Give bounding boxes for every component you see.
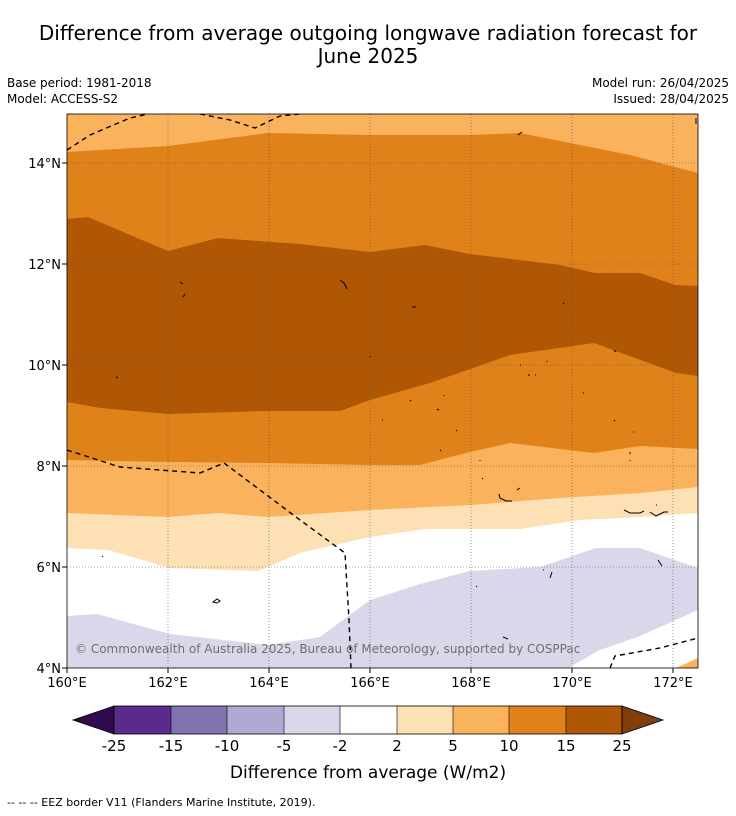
island <box>613 419 616 422</box>
map-area: © Commonwealth of Australia 2025, Bureau… <box>67 114 698 668</box>
x-tick-label: 168°E <box>451 676 491 691</box>
chart-title-line1: Difference from average outgoing longwav… <box>38 21 698 45</box>
colorbar-frame <box>113 705 623 735</box>
issued-text: Issued: 28/04/2025 <box>613 92 729 106</box>
y-tick-label: 6°N <box>37 561 62 576</box>
island <box>657 559 663 567</box>
x-axis: 160°E 162°E 164°E 166°E 168°E 170°E 172°… <box>47 668 693 691</box>
island <box>475 585 478 588</box>
model-text: Model: ACCESS-S2 <box>7 92 119 106</box>
colorbar-tick-label: -5 <box>277 737 292 755</box>
colorbar-tick-label: 2 <box>392 737 402 755</box>
island <box>439 449 442 452</box>
meta-left: Base period: 1981-2018 Model: ACCESS-S2 <box>7 75 152 107</box>
island <box>179 281 184 285</box>
colorbar-segment <box>397 706 453 734</box>
island <box>562 302 565 305</box>
x-tick-label: 160°E <box>47 676 87 691</box>
islands <box>101 118 697 640</box>
model-run-text: Model run: 26/04/2025 <box>591 76 729 90</box>
map-frame <box>66 113 699 669</box>
colorbar-tick-label: -2 <box>333 737 348 755</box>
y-tick-label: 10°N <box>28 359 61 374</box>
chart-title-line2: June 2025 <box>317 44 419 68</box>
colorbar-tick-label: 5 <box>448 737 458 755</box>
island <box>517 131 523 136</box>
colorbar-tick-label: 15 <box>556 737 575 755</box>
eez-border-north <box>67 114 149 151</box>
eez-border-north-2 <box>199 114 301 129</box>
island <box>211 598 221 604</box>
island <box>455 429 458 432</box>
colorbar-segment <box>284 706 340 734</box>
island <box>182 293 186 298</box>
x-tick-label: 172°E <box>653 676 693 691</box>
copyright-text: © Commonwealth of Australia 2025, Bureau… <box>75 642 580 656</box>
colorbar-extend-low <box>71 705 115 735</box>
x-tick-label: 162°E <box>148 676 188 691</box>
island <box>101 555 104 558</box>
colorbar-dividers <box>170 706 567 734</box>
island <box>436 408 440 411</box>
y-tick-label: 8°N <box>37 460 62 475</box>
grid-lines <box>67 114 698 668</box>
contour-band-2-5-corner <box>676 658 698 668</box>
y-axis: 4°N 6°N 8°N 10°N 12°N 14°N <box>28 157 67 677</box>
island <box>409 399 412 402</box>
colorbar-tick-label: 10 <box>499 737 518 755</box>
colorbar-segment <box>509 706 566 734</box>
colorbar-segment <box>340 706 397 734</box>
colorbar-segment <box>227 706 284 734</box>
y-tick-label: 14°N <box>28 157 61 172</box>
contour-band-neg5-neg2 <box>67 548 698 668</box>
island <box>613 349 617 353</box>
colorbar-tick-labels: -25 -15 -10 -5 -2 2 5 10 15 25 <box>102 737 632 755</box>
base-period-text: Base period: 1981-2018 <box>7 76 152 90</box>
island <box>516 487 521 491</box>
colorbar-segment <box>453 706 509 734</box>
x-tick-label: 164°E <box>249 676 289 691</box>
colorbar-extend-high <box>621 705 665 735</box>
eez-borders <box>67 114 698 668</box>
meta-right: Model run: 26/04/2025 Issued: 28/04/2025 <box>592 75 729 107</box>
colorbar-tick-label: -25 <box>102 737 127 755</box>
contour-band-10-15 <box>67 217 698 414</box>
colorbar: -25 -15 -10 -5 -2 2 5 10 15 25 Differenc… <box>71 705 665 783</box>
y-tick-label: 12°N <box>28 258 61 273</box>
x-tick-label: 166°E <box>350 676 390 691</box>
colorbar-segment <box>114 706 171 734</box>
island <box>623 509 668 517</box>
chart-title: Difference from average outgoing longwav… <box>0 22 736 68</box>
colorbar-tick-label: -10 <box>215 737 240 755</box>
colorbar-label: Difference from average (W/m2) <box>230 763 506 783</box>
island <box>498 493 512 502</box>
island <box>339 279 348 290</box>
colorbar-tick-label: -15 <box>159 737 184 755</box>
y-tick-label: 4°N <box>37 662 62 677</box>
island <box>549 571 553 579</box>
eez-footnote: -- -- -- EEZ border V11 (Flanders Marine… <box>7 796 316 809</box>
colorbar-segment <box>566 706 622 734</box>
colorbar-tick-label: 25 <box>612 737 631 755</box>
x-tick-label: 170°E <box>552 676 592 691</box>
island <box>115 376 119 379</box>
island <box>481 477 484 480</box>
colorbar-segment <box>171 706 227 734</box>
island <box>502 636 509 640</box>
